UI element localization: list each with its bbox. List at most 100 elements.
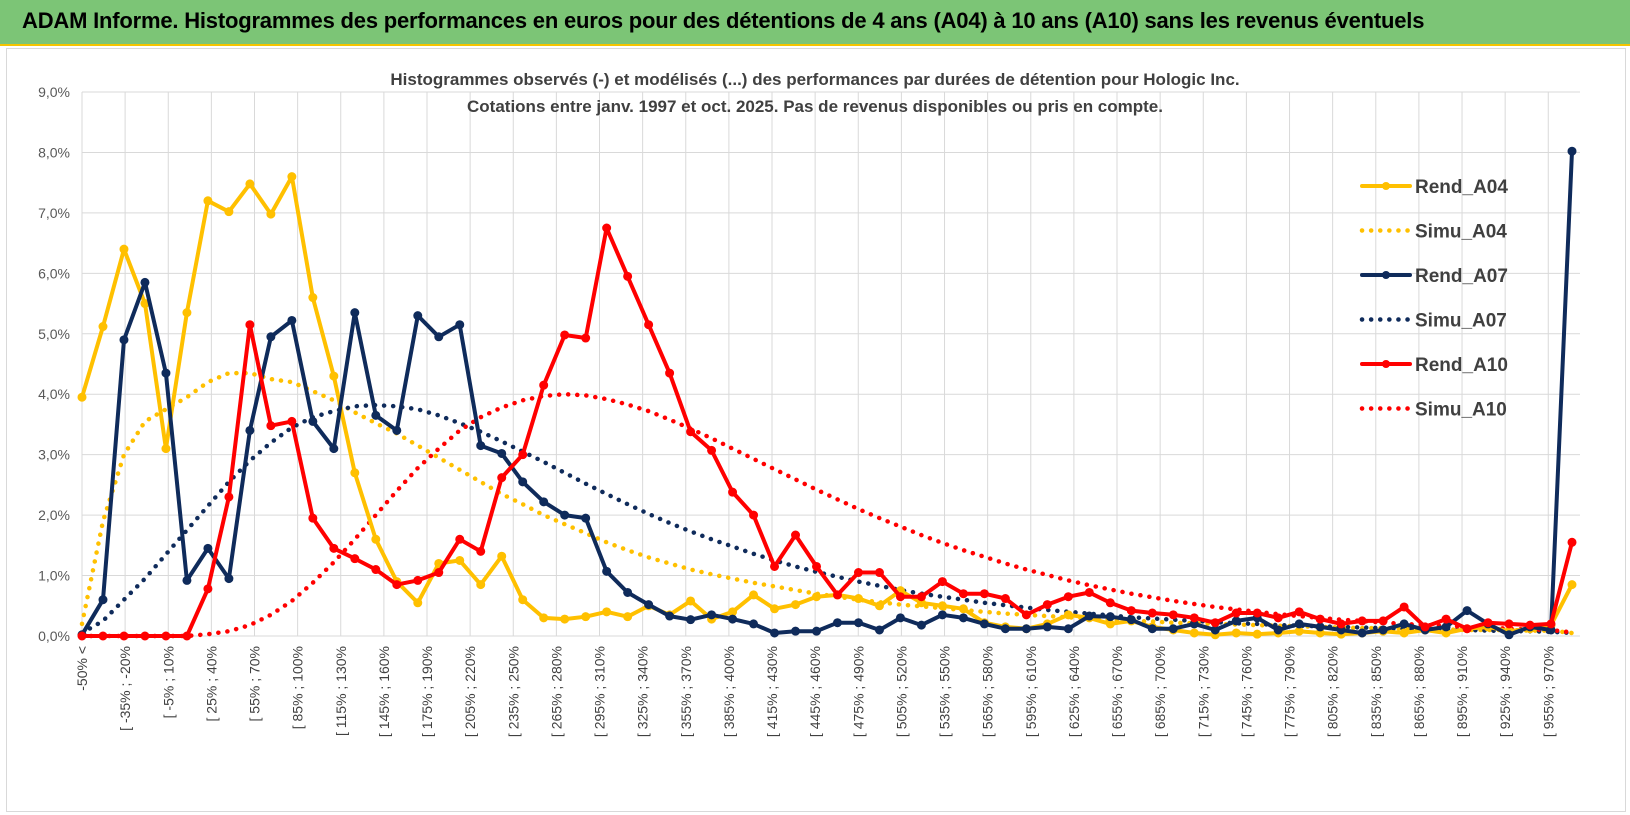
data-point [392, 425, 402, 435]
x-tick-label: [ 715% ; 730% [1195, 646, 1211, 737]
x-tick-label: [ 925% ; 940% [1497, 646, 1513, 737]
data-point [203, 543, 213, 553]
data-point [1315, 622, 1325, 632]
data-point [937, 610, 947, 620]
x-tick-label: [ 145% ; 160% [376, 646, 392, 737]
legend-item: Rend_A10 [1360, 355, 1508, 376]
data-point [203, 584, 213, 594]
data-point [602, 223, 612, 233]
data-point [958, 604, 968, 614]
y-tick-label: 7,0% [38, 205, 70, 221]
x-tick-label: [ 535% ; 550% [937, 646, 953, 737]
data-point [874, 601, 884, 611]
data-point [1420, 622, 1430, 632]
legend-item: Simu_A10 [1359, 400, 1507, 421]
data-point [707, 610, 717, 620]
data-point [140, 277, 150, 287]
chart-title: Histogrammes observés (-) et modélisés (… [390, 70, 1239, 89]
data-point [98, 322, 108, 332]
data-point [98, 631, 108, 641]
chart-subtitle: Cotations entre janv. 1997 et oct. 2025.… [467, 97, 1163, 116]
data-point [1378, 616, 1388, 626]
data-point [518, 477, 528, 487]
data-point [497, 473, 507, 483]
data-point [874, 625, 884, 635]
legend-label: Simu_A07 [1415, 311, 1507, 332]
data-point [392, 580, 402, 590]
data-point [1294, 619, 1304, 629]
data-point [644, 320, 654, 330]
y-tick-label: 0,0% [38, 628, 70, 644]
data-point [77, 631, 87, 641]
data-point [245, 179, 255, 189]
x-tick-label: [ 565% ; 580% [980, 646, 996, 737]
data-point [245, 320, 255, 330]
legend-label: Simu_A04 [1415, 222, 1507, 243]
data-point [602, 566, 612, 576]
legend-item: Simu_A07 [1359, 311, 1507, 332]
x-tick-label: [ 475% ; 490% [850, 646, 866, 737]
data-point [287, 416, 297, 426]
x-tick-label: [ 355% ; 370% [678, 646, 694, 737]
data-point [1063, 624, 1073, 634]
data-point [1105, 598, 1115, 608]
y-tick-label: 2,0% [38, 507, 70, 523]
x-tick-label: [ 25% ; 40% [203, 646, 219, 722]
data-point [350, 468, 360, 478]
data-point [266, 421, 276, 431]
data-point [539, 497, 549, 507]
data-point [1231, 608, 1241, 618]
data-point [497, 448, 507, 458]
data-point [455, 534, 465, 544]
data-point [1084, 611, 1094, 621]
data-point [937, 577, 947, 587]
data-point [119, 244, 129, 254]
data-point [329, 543, 339, 553]
x-tick-label: [ 265% ; 280% [548, 646, 564, 737]
data-point [853, 594, 863, 604]
data-point [1441, 622, 1451, 632]
x-tick-label: [ 745% ; 760% [1238, 646, 1254, 737]
data-point [686, 615, 696, 625]
data-point [497, 551, 507, 561]
data-point [1399, 602, 1409, 612]
legend-marker [1382, 182, 1390, 190]
data-point [245, 425, 255, 435]
data-point [119, 335, 129, 345]
data-point [350, 308, 360, 318]
data-point [1021, 610, 1031, 620]
data-point [476, 580, 486, 590]
legend-label: Simu_A10 [1415, 400, 1507, 421]
data-point [455, 555, 465, 565]
data-point [203, 196, 213, 206]
data-point [434, 568, 444, 578]
data-point [958, 589, 968, 599]
data-point [413, 311, 423, 321]
data-point [539, 380, 549, 390]
y-tick-label: 1,0% [38, 568, 70, 584]
data-point [791, 530, 801, 540]
x-tick-label: [ 685% ; 700% [1152, 646, 1168, 737]
data-point [770, 628, 780, 638]
data-point [937, 601, 947, 611]
data-point [581, 612, 591, 622]
series-line [79, 402, 1575, 636]
data-point [916, 592, 926, 602]
x-tick-label: [ 235% ; 250% [505, 646, 521, 737]
data-point [791, 600, 801, 610]
data-point [518, 595, 528, 605]
x-tick-label: [ 505% ; 520% [893, 646, 909, 737]
data-point [1483, 618, 1493, 628]
data-point [1042, 600, 1052, 610]
data-point [413, 575, 423, 585]
x-tick-label: [ 325% ; 340% [635, 646, 651, 737]
x-tick-label: [ 805% ; 820% [1325, 646, 1341, 737]
data-point [1441, 614, 1451, 624]
legend-marker [1382, 271, 1390, 279]
data-point [1063, 592, 1073, 602]
x-tick-label: [ 595% ; 610% [1023, 646, 1039, 737]
data-point [728, 614, 738, 624]
data-point [266, 332, 276, 342]
